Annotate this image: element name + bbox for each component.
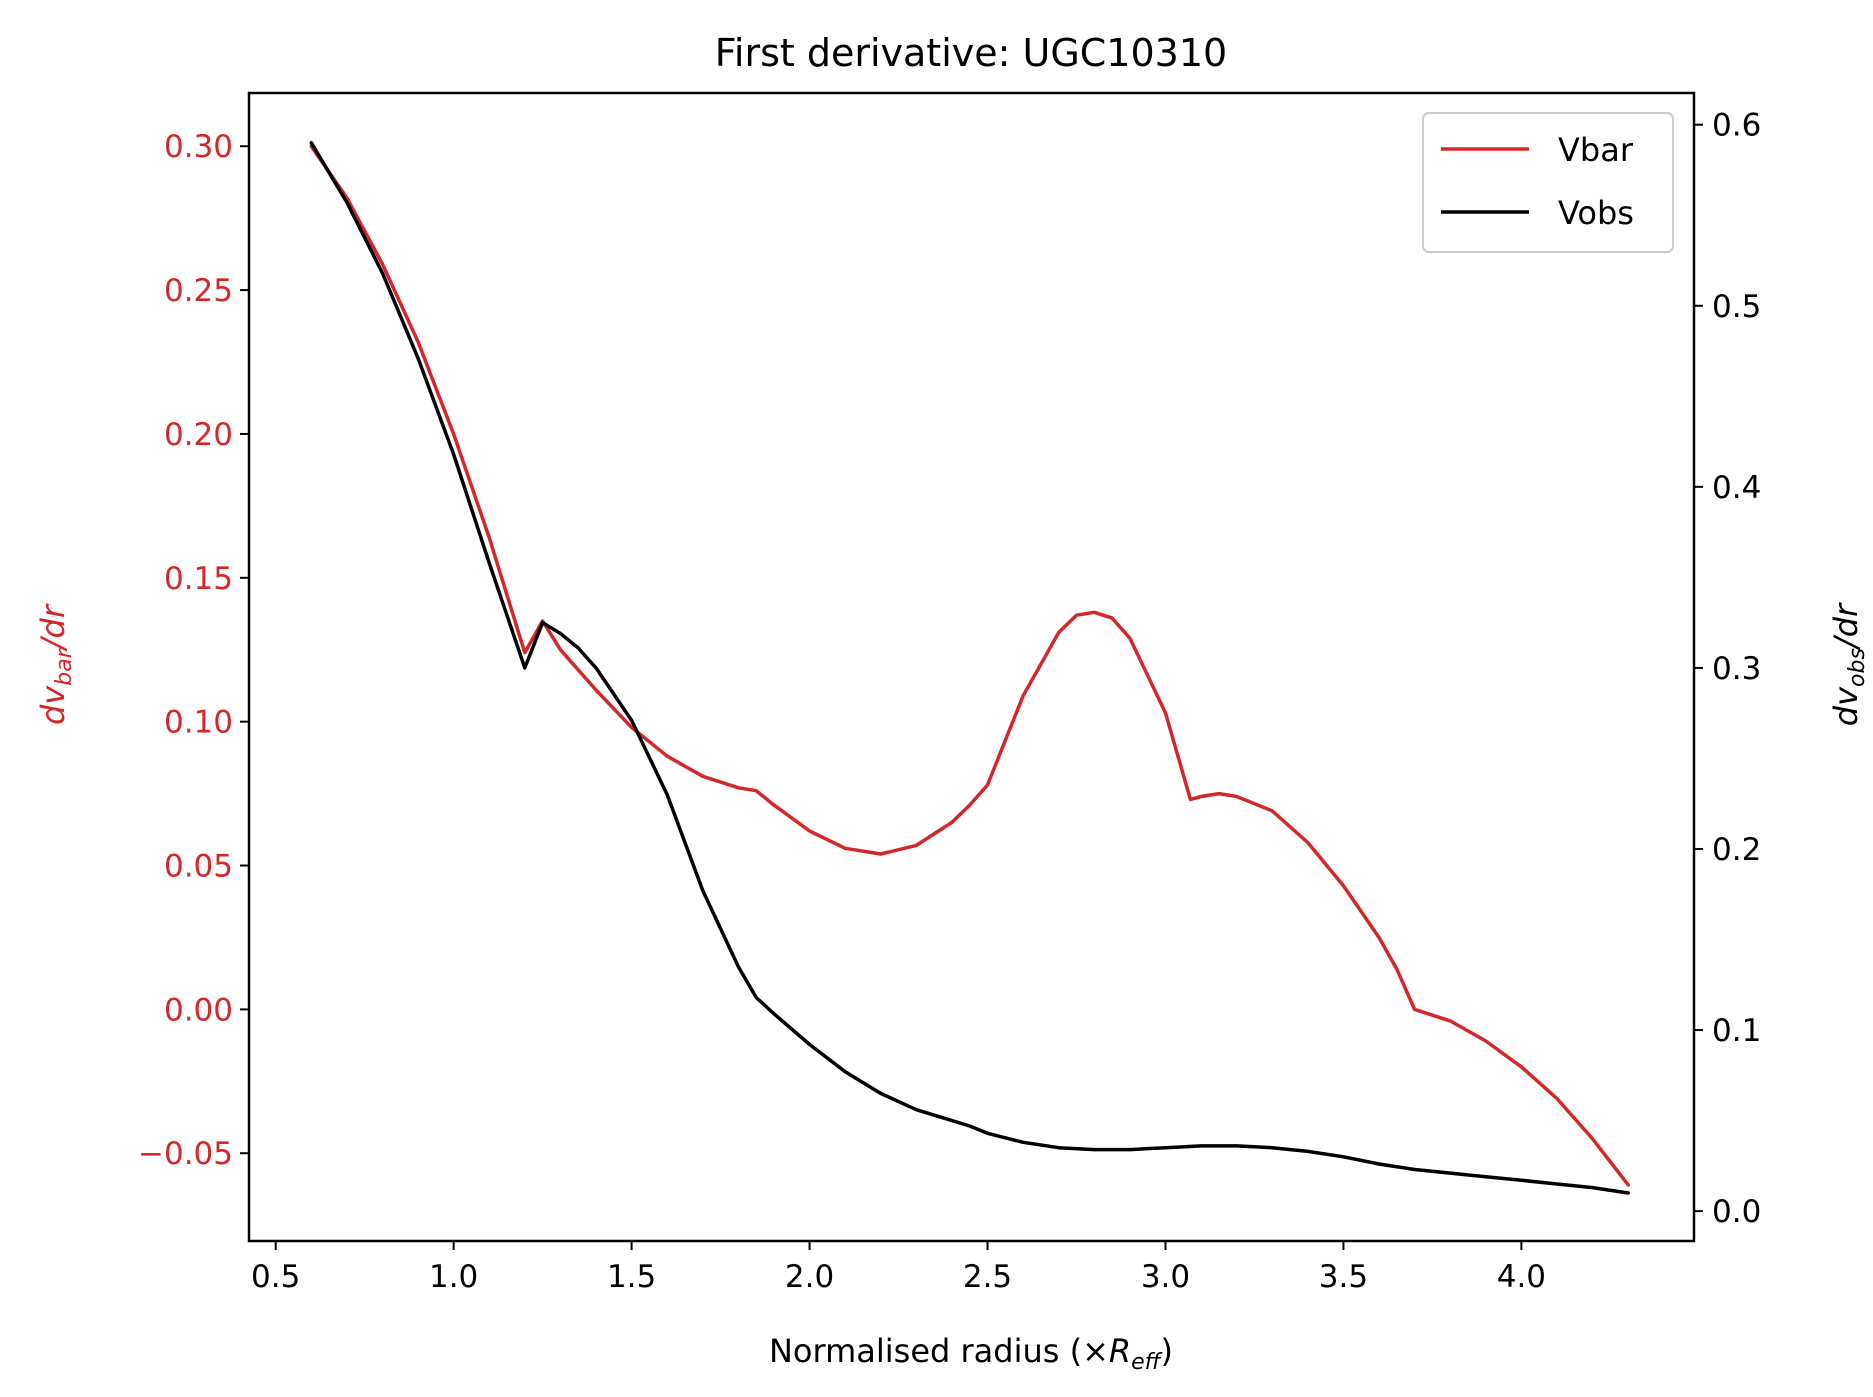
left-y-tick-label: 0.05 bbox=[164, 849, 233, 885]
legend-box bbox=[1422, 112, 1674, 253]
x-tick-label: 2.0 bbox=[785, 1259, 834, 1295]
left-y-tick-label: 0.30 bbox=[164, 129, 233, 165]
legend-label-vobs: Vobs bbox=[1558, 194, 1634, 232]
chart-title: First derivative: UGC10310 bbox=[715, 31, 1227, 75]
right-y-tick-label: 0.4 bbox=[1712, 470, 1761, 506]
left-y-tick-label: 0.00 bbox=[164, 992, 233, 1028]
left-y-tick-label: −0.05 bbox=[138, 1136, 233, 1172]
right-y-tick-label: 0.6 bbox=[1712, 108, 1761, 144]
x-tick-label: 0.5 bbox=[251, 1259, 300, 1295]
left-y-axis: −0.05 0.00 0.05 0.10 0.15 0.20 0.25 0.30 bbox=[138, 129, 249, 1172]
right-y-tick-label: 0.0 bbox=[1712, 1194, 1761, 1230]
x-tick-label: 1.5 bbox=[607, 1259, 656, 1295]
x-tick-label: 2.5 bbox=[963, 1259, 1012, 1295]
legend: Vbar Vobs bbox=[1422, 112, 1674, 253]
left-y-tick-label: 0.25 bbox=[164, 273, 233, 309]
left-y-tick-label: 0.15 bbox=[164, 561, 233, 597]
right-y-tick-label: 0.1 bbox=[1712, 1013, 1761, 1049]
x-axis-label: Normalised radius (×Reff) bbox=[769, 1332, 1173, 1375]
left-y-tick-label: 0.20 bbox=[164, 417, 233, 453]
x-axis: 0.5 1.0 1.5 2.0 2.5 3.0 3.5 4.0 bbox=[251, 1241, 1546, 1295]
right-y-tick-label: 0.5 bbox=[1712, 289, 1761, 325]
x-tick-label: 1.0 bbox=[429, 1259, 478, 1295]
x-tick-label: 3.5 bbox=[1319, 1259, 1368, 1295]
legend-label-vbar: Vbar bbox=[1558, 131, 1634, 169]
right-y-axis: 0.0 0.1 0.2 0.3 0.4 0.5 0.6 bbox=[1694, 108, 1761, 1230]
right-y-tick-label: 0.2 bbox=[1712, 832, 1761, 868]
right-y-tick-label: 0.3 bbox=[1712, 651, 1761, 687]
right-y-axis-label: dvobs/dr bbox=[1827, 602, 1870, 726]
left-y-tick-label: 0.10 bbox=[164, 705, 233, 741]
left-y-axis-label: dvbar/dr bbox=[34, 603, 77, 725]
series-line-vobs bbox=[309, 141, 1630, 1195]
series-line-vbar bbox=[309, 144, 1630, 1187]
x-tick-label: 3.0 bbox=[1141, 1259, 1190, 1295]
x-tick-label: 4.0 bbox=[1497, 1259, 1546, 1295]
